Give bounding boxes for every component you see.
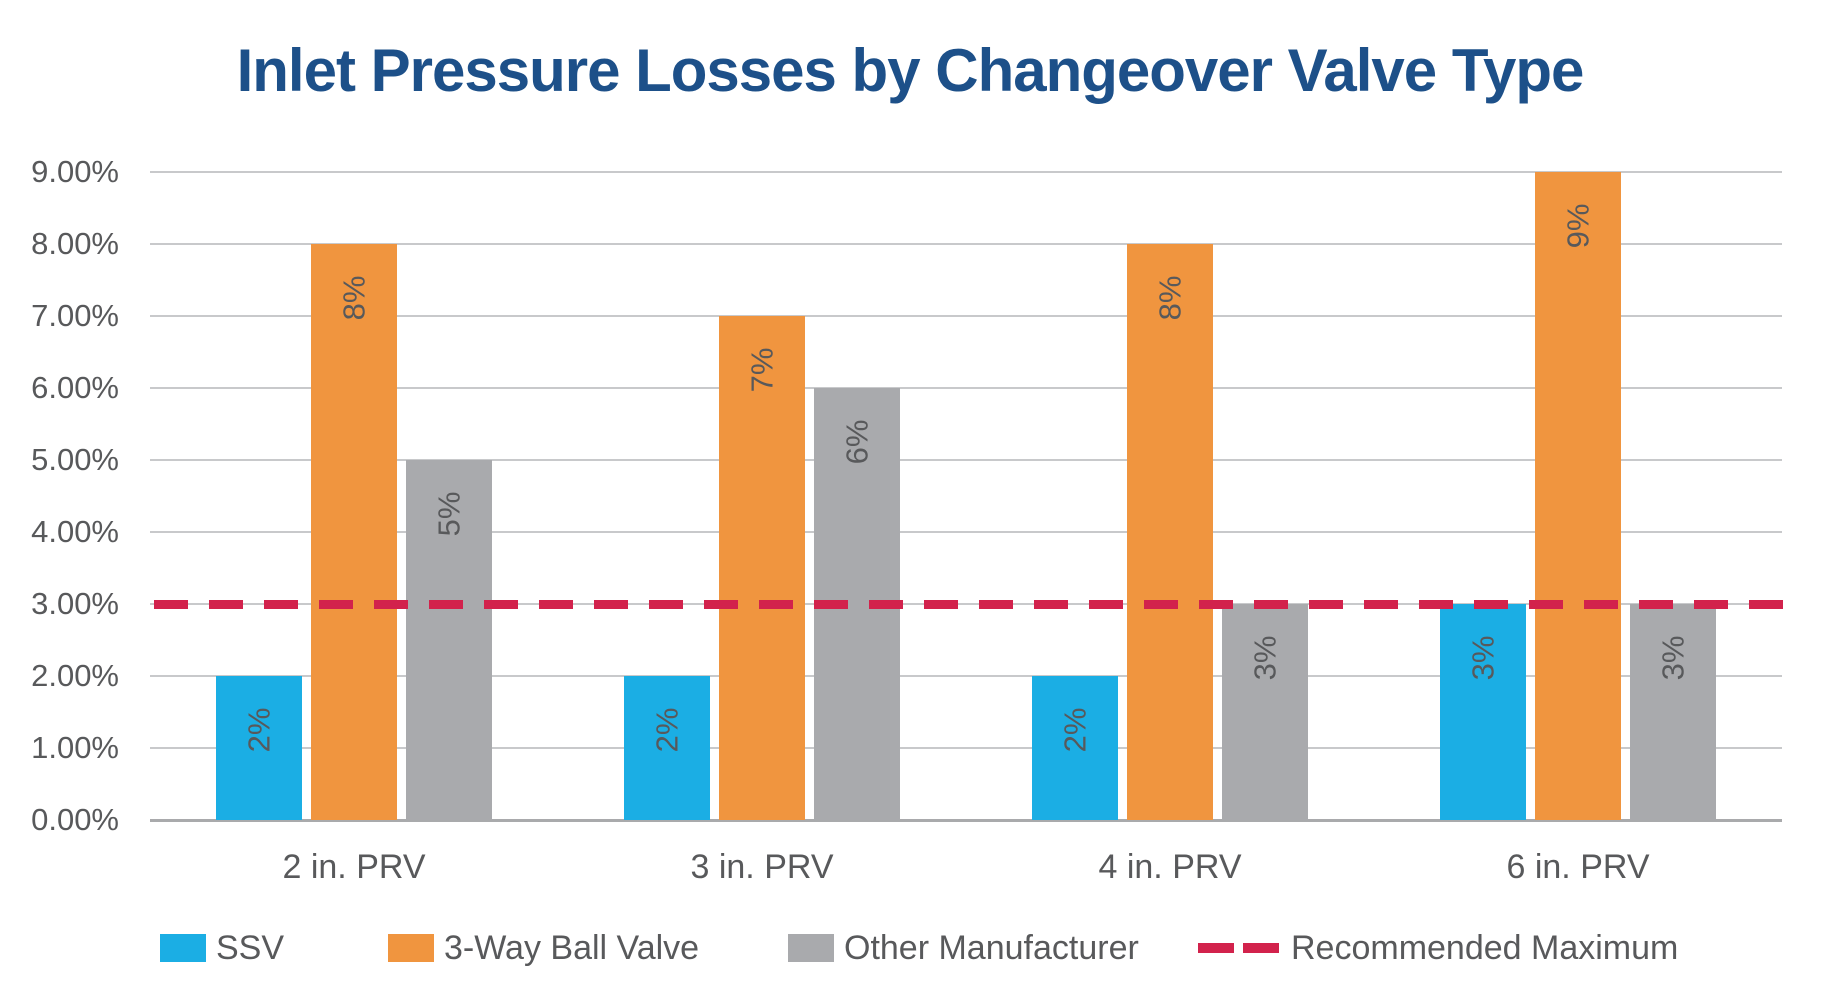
bar-label-box: 2% [1032,682,1118,778]
bar-ssv-6-in-prv: 3% [1440,604,1526,820]
legend: SSV 3-Way Ball Valve Other Manufacturer Rec… [0,922,1830,974]
bar-label-box: 8% [311,250,397,346]
bar-data-label: 8% [1152,275,1187,321]
category-label-6-in-prv: 6 in. PRV [1506,848,1650,886]
y-axis-tick-label: 7.00% [31,298,119,333]
bar-data-label: 2% [649,707,684,753]
bar-label-box: 9% [1535,178,1621,274]
bar-other-manufacturer-2-in-prv: 5% [406,460,492,820]
bar-3-way-ball-valve-4-in-prv: 8% [1127,244,1213,820]
x-axis-baseline [150,819,1782,822]
bar-other-manufacturer-6-in-prv: 3% [1630,604,1716,820]
legend-item-ssv: SSV [160,922,284,974]
bar-data-label: 7% [744,347,779,393]
bar-data-label: 2% [241,707,276,753]
y-axis-tick-label: 0.00% [31,802,119,837]
bar-ssv-2-in-prv: 2% [216,676,302,820]
legend-label: 3-Way Ball Valve [444,928,700,967]
bar-label-box: 3% [1222,610,1308,706]
bar-label-box: 6% [814,394,900,490]
bar-ssv-3-in-prv: 2% [624,676,710,820]
gridline-8pct [150,243,1782,245]
gridline-7pct [150,315,1782,317]
bar-label-box: 2% [216,682,302,778]
y-axis-tick-label: 9.00% [31,154,119,189]
bar-3-way-ball-valve-6-in-prv: 9% [1535,172,1621,820]
bar-3-way-ball-valve-2-in-prv: 8% [311,244,397,820]
gridline-5pct [150,459,1782,461]
legend-label: Recommended Maximum [1291,928,1679,967]
gridline-9pct [150,171,1782,173]
y-axis-tick-label: 5.00% [31,442,119,477]
bar-3-way-ball-valve-3-in-prv: 7% [719,316,805,820]
gridline-6pct [150,387,1782,389]
legend-item-other-manufacturer: Other Manufacturer [788,922,1139,974]
legend-label: Other Manufacturer [844,928,1139,967]
y-axis-tick-label: 1.00% [31,730,119,765]
dash-segment [1198,943,1234,953]
bar-label-box: 3% [1630,610,1716,706]
category-label-4-in-prv: 4 in. PRV [1098,848,1242,886]
legend-item-3-way-ball-valve: 3-Way Ball Valve [388,922,699,974]
recommended-maximum-dash-icon [1198,943,1279,953]
ball-valve-swatch [388,934,434,962]
category-label-2-in-prv: 2 in. PRV [282,848,426,886]
bar-data-label: 9% [1560,203,1595,249]
gridline-4pct [150,531,1782,533]
category-label-3-in-prv: 3 in. PRV [690,848,834,886]
y-axis-tick-label: 3.00% [31,586,119,621]
dash-segment [1243,943,1279,953]
bar-data-label: 3% [1247,635,1282,681]
other-manufacturer-swatch [788,934,834,962]
bar-data-label: 6% [839,419,874,465]
bar-label-box: 8% [1127,250,1213,346]
bar-data-label: 2% [1057,707,1092,753]
bar-data-label: 8% [336,275,371,321]
bar-label-box: 5% [406,466,492,562]
bar-label-box: 7% [719,322,805,418]
bar-label-box: 2% [624,682,710,778]
ssv-swatch [160,934,206,962]
bar-label-box: 3% [1440,610,1526,706]
gridline-1pct [150,747,1782,749]
gridline-2pct [150,675,1782,677]
y-axis-tick-label: 8.00% [31,226,119,261]
plot-area: 2% 8% 5% 2% 7% 6% 2% 8% 3% 3% 9% 3% [150,171,1790,822]
legend-item-recommended-maximum: Recommended Maximum [1198,922,1678,974]
bar-data-label: 3% [1655,635,1690,681]
chart-title: Inlet Pressure Losses by Changeover Valv… [236,37,1585,104]
y-axis-tick-label: 2.00% [31,658,119,693]
bar-data-label: 3% [1465,635,1500,681]
bar-other-manufacturer-4-in-prv: 3% [1222,604,1308,820]
recommended-maximum-line [154,600,1790,609]
legend-label: SSV [216,928,285,967]
y-axis-tick-label: 4.00% [31,514,119,549]
bar-data-label: 5% [431,491,466,537]
y-axis-tick-label: 6.00% [31,370,119,405]
bar-ssv-4-in-prv: 2% [1032,676,1118,820]
